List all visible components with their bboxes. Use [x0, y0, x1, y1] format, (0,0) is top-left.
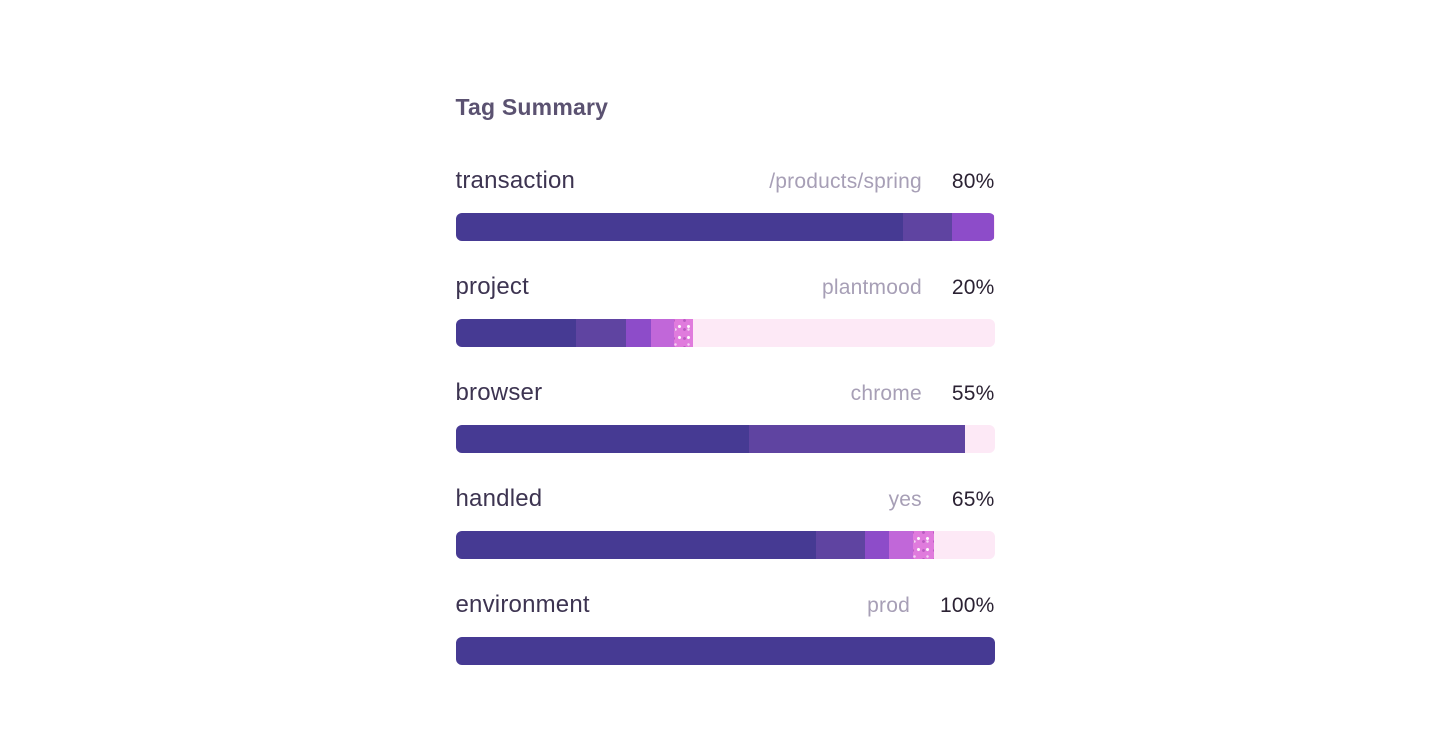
- tag-percent: 80%: [951, 170, 995, 193]
- tag-summary-panel: Tag Summary transaction /products/spring…: [455, 0, 995, 665]
- tag-row: project plantmood 20%: [455, 273, 995, 347]
- tag-distribution-bar[interactable]: [455, 213, 995, 241]
- tag-rows: transaction /products/spring 80% project…: [455, 167, 995, 665]
- bar-segment: [455, 213, 904, 241]
- tag-top-value: prod: [867, 594, 910, 617]
- tag-row-header: browser chrome 55%: [456, 379, 995, 409]
- tag-name: handled: [455, 485, 543, 512]
- bar-segment: [952, 213, 995, 241]
- tag-row-header: environment prod 100%: [456, 591, 995, 621]
- bar-segment-other-pattern: [913, 531, 935, 559]
- bar-segment: [576, 319, 627, 347]
- tag-percent: 20%: [951, 276, 995, 299]
- tag-top-value: yes: [888, 488, 922, 511]
- tag-row-header: handled yes 65%: [456, 485, 995, 515]
- bar-segment: [903, 213, 953, 241]
- bar-segment: [888, 531, 914, 559]
- bar-segment: [864, 531, 889, 559]
- tag-percent: 55%: [951, 382, 995, 405]
- tag-row: environment prod 100%: [455, 591, 995, 665]
- bar-segment: [650, 319, 674, 347]
- tag-row-header: transaction /products/spring 80%: [456, 167, 995, 197]
- bar-segment: [455, 319, 577, 347]
- tag-percent: 65%: [951, 488, 995, 511]
- tag-row-header: project plantmood 20%: [456, 273, 995, 303]
- bar-segment: [815, 531, 865, 559]
- bar-segment: [455, 637, 995, 665]
- tag-top-value: plantmood: [821, 276, 922, 299]
- bar-segment: [626, 319, 651, 347]
- bar-segment: [455, 531, 816, 559]
- bar-segment: [455, 425, 750, 453]
- tag-name: transaction: [455, 167, 576, 194]
- tag-distribution-bar[interactable]: [455, 637, 995, 665]
- tag-distribution-bar[interactable]: [455, 425, 995, 453]
- tag-distribution-bar[interactable]: [455, 531, 995, 559]
- tag-name: project: [455, 273, 529, 300]
- page-title: Tag Summary: [455, 94, 609, 120]
- bar-segment-other-pattern: [673, 319, 693, 347]
- tag-name: environment: [455, 591, 590, 618]
- tag-row: transaction /products/spring 80%: [455, 167, 995, 241]
- bar-segment: [749, 425, 966, 453]
- tag-row: browser chrome 55%: [455, 379, 995, 453]
- tag-top-value: /products/spring: [769, 170, 922, 193]
- tag-distribution-bar[interactable]: [455, 319, 995, 347]
- tag-percent: 100%: [939, 594, 995, 617]
- tag-name: browser: [455, 379, 543, 406]
- tag-row: handled yes 65%: [455, 485, 995, 559]
- tag-top-value: chrome: [850, 382, 922, 405]
